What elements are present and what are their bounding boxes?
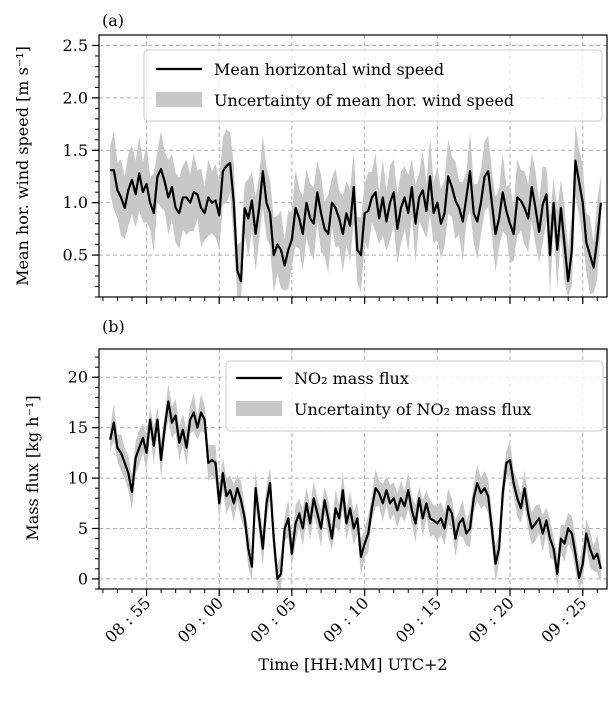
- x-tick-label-6: 09 : 25: [537, 593, 590, 646]
- panel-a-legend: Mean horizontal wind speed Uncertainty o…: [143, 49, 603, 122]
- panel-a-ytick-label-1: 1.0: [63, 193, 88, 212]
- x-tick-label-2: 09 : 05: [246, 593, 299, 646]
- panel-b-legend-box: [225, 360, 604, 432]
- panel-a-ylabel: Mean hor. wind speed [m s⁻¹]: [13, 46, 32, 286]
- panel-b-ylabel: Mass flux [kg h⁻¹]: [23, 395, 42, 540]
- x-tick-label-4: 09 : 15: [392, 593, 445, 646]
- panel-b: (b) 0 5 10 15 20 Mass flux [kg h⁻¹] NO₂ mass…: [23, 317, 608, 596]
- panel-b-ticks: 0 5 10 15 20: [68, 356, 598, 596]
- x-axis-label: Time [HH:MM] UTC+2: [258, 655, 447, 674]
- panel-b-ytick-label-2: 10: [68, 469, 88, 488]
- legend-wind-line-label: Mean horizontal wind speed: [214, 60, 444, 79]
- legend-wind-band-swatch: [156, 92, 202, 107]
- legend-wind-band-label: Uncertainty of mean hor. wind speed: [214, 91, 514, 110]
- panel-b-ytick-label-0: 0: [78, 569, 88, 588]
- legend-flux-band-label: Uncertainty of NO₂ mass flux: [294, 400, 531, 419]
- panel-a-frame: [98, 34, 608, 298]
- x-tick-label-1: 09 : 00: [174, 593, 227, 646]
- wind-speed-line: [110, 159, 602, 283]
- no2-flux-line: [109, 400, 602, 581]
- panel-b-frame: [98, 348, 608, 590]
- panel-a-ytick-label-4: 2.5: [63, 36, 88, 55]
- x-tick-label-0: 08 : 55: [101, 593, 154, 646]
- x-tick-label-5: 09 : 20: [465, 593, 518, 646]
- panel-b-ytick-label-4: 20: [68, 368, 88, 387]
- panel-b-legend: NO₂ mass flux Uncertainty of NO₂ mass fl…: [225, 360, 604, 432]
- panel-a: (a) 0.5 1.0 1.5 2.0 2.5 Mean hor. wind speed…: [13, 11, 608, 304]
- x-tick-label-3: 09 : 10: [319, 593, 372, 646]
- panel-a-ytick-label-3: 2.0: [63, 88, 88, 107]
- x-tick-labels: 08 : 55 09 : 00 09 : 05 09 : 10 09 : 15 09 : …: [101, 593, 590, 646]
- panel-b-label: (b): [102, 317, 125, 336]
- panel-a-ytick-label-2: 1.5: [63, 141, 88, 160]
- panel-a-ticks: 0.5 1.0 1.5 2.0 2.5: [63, 36, 598, 304]
- panel-a-label: (a): [102, 11, 124, 30]
- panel-a-ytick-label-0: 0.5: [63, 246, 88, 265]
- panel-a-legend-box: [143, 49, 603, 122]
- legend-flux-line-label: NO₂ mass flux: [294, 369, 409, 388]
- legend-flux-band-swatch: [236, 401, 282, 416]
- panel-b-ytick-label-3: 15: [68, 418, 88, 437]
- panel-b-ytick-label-1: 5: [78, 519, 88, 538]
